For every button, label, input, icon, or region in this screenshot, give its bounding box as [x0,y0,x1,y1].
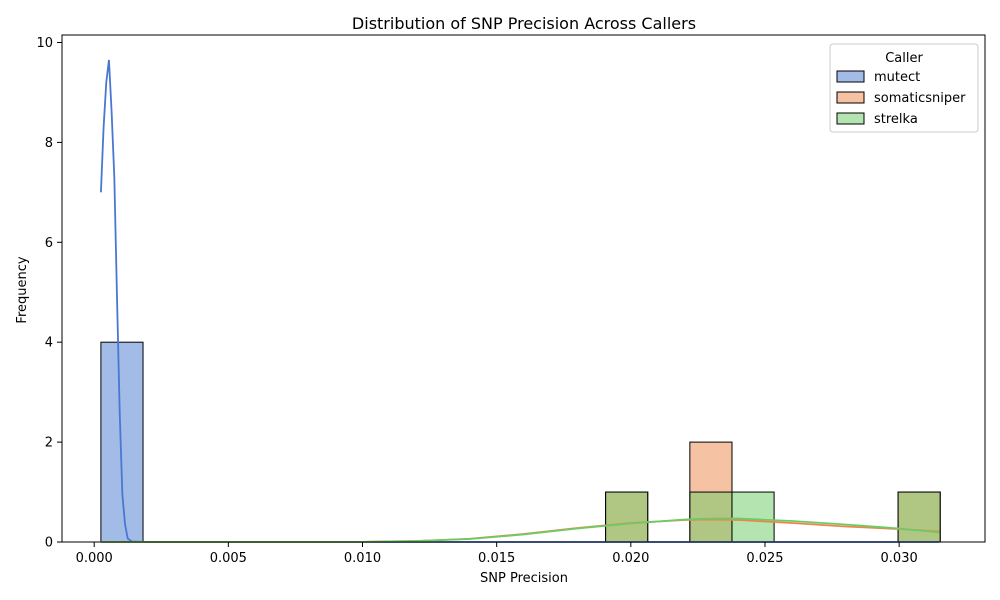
y-axis: 0 2 4 6 8 10 [36,36,62,551]
legend-title: Caller [885,51,923,66]
x-tick-label: 0.000 [76,551,113,566]
kde-line-strelka [100,517,940,543]
y-tick-label: 2 [45,436,53,451]
x-tick-label: 0.030 [881,551,918,566]
chart-title: Distribution of SNP Precision Across Cal… [352,14,696,33]
bar-mutect-0 [100,341,144,543]
legend-label-somaticsniper: somaticsniper [874,91,966,106]
plot-area [100,59,941,543]
y-tick-label: 6 [45,236,53,251]
y-tick-label: 0 [45,536,53,551]
x-tick-label: 0.010 [344,551,381,566]
y-axis-label: Frequency [15,256,30,323]
bar-strelka-2 [731,491,775,543]
legend-label-mutect: mutect [874,70,920,85]
kde-line-mutect [100,59,940,543]
x-tick-label: 0.005 [210,551,247,566]
x-tick-label: 0.020 [612,551,649,566]
bar-strelka-1 [689,491,733,543]
bar-strelka-0 [605,491,649,543]
x-axis-label: SNP Precision [480,571,568,586]
y-tick-label: 8 [45,136,53,151]
bar-strelka-3 [897,491,941,543]
legend-label-strelka: strelka [874,112,918,127]
legend-swatch-mutect [836,70,865,83]
y-tick-label: 10 [36,36,53,51]
legend-swatch-somaticsniper [836,91,865,104]
legend-box [829,43,979,133]
legend-swatch-strelka [836,112,865,125]
legend: Caller mutect somaticsniper strelka [829,43,979,133]
x-tick-label: 0.025 [746,551,783,566]
x-tick-label: 0.015 [478,551,515,566]
y-tick-label: 4 [45,336,53,351]
plot-frame [61,34,986,543]
x-axis: 0.000 0.005 0.010 0.015 0.020 0.025 0.030 [76,542,918,566]
